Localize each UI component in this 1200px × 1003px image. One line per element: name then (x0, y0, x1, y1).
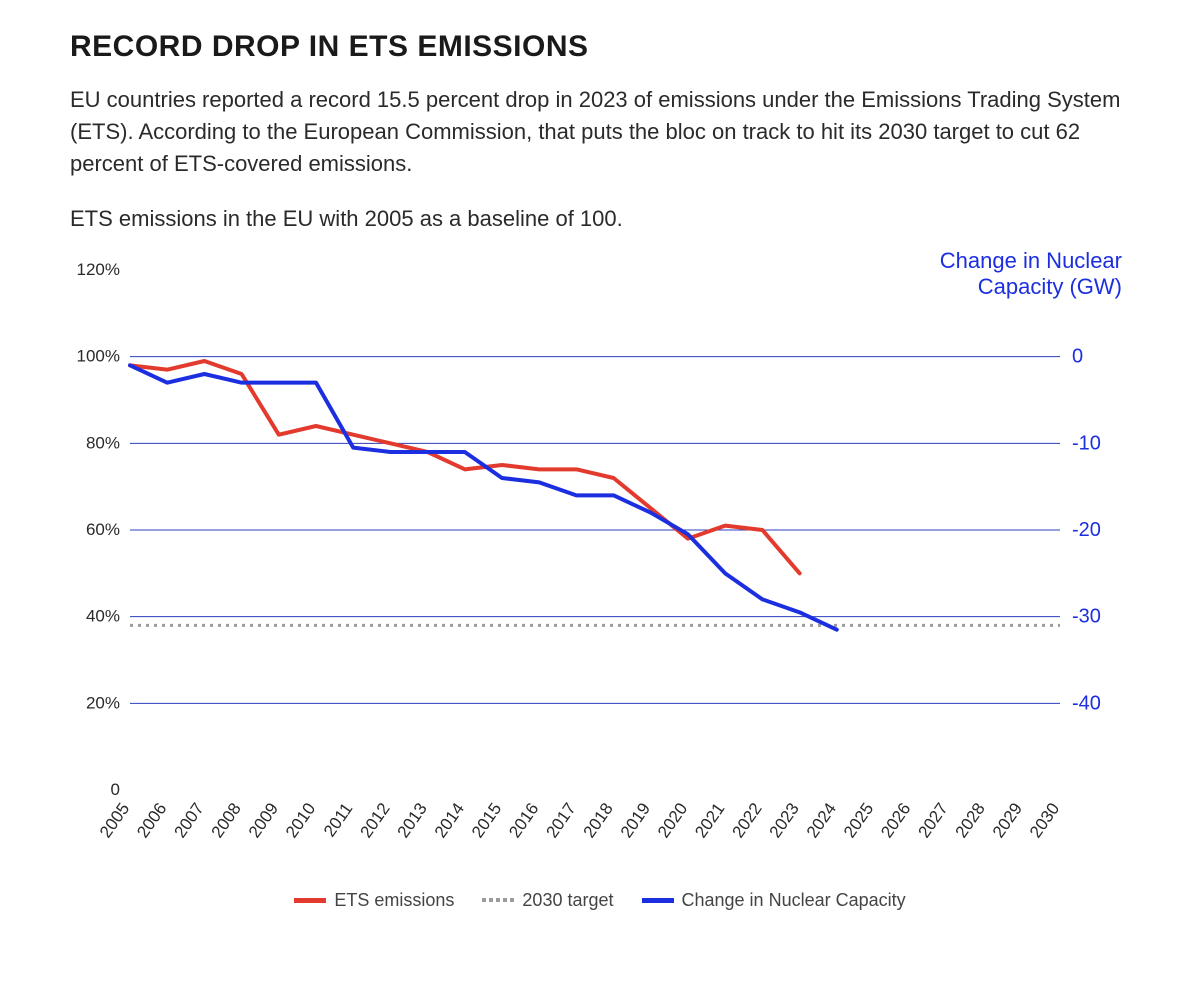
legend-swatch (642, 898, 674, 903)
svg-text:2007: 2007 (170, 799, 207, 841)
chart-container: 0 20% 40% 60% 80% 100% 120% 0 -10 -20 -30 -40 Change… (70, 240, 1130, 880)
svg-text:2020: 2020 (654, 799, 691, 841)
svg-text:20%: 20% (86, 693, 120, 712)
legend-label: 2030 target (522, 890, 613, 911)
legend-item: ETS emissions (294, 890, 454, 911)
svg-text:0: 0 (111, 780, 120, 799)
svg-text:-20: -20 (1072, 519, 1101, 541)
svg-text:2011: 2011 (320, 799, 357, 840)
svg-text:2015: 2015 (468, 799, 505, 841)
legend-item: 2030 target (482, 890, 613, 911)
svg-text:2016: 2016 (505, 799, 542, 841)
legend-label: Change in Nuclear Capacity (682, 890, 906, 911)
svg-text:Capacity (GW): Capacity (GW) (978, 274, 1122, 299)
svg-text:2027: 2027 (914, 799, 951, 841)
svg-text:2018: 2018 (580, 799, 617, 841)
svg-text:2013: 2013 (394, 799, 431, 841)
svg-text:2021: 2021 (691, 799, 728, 841)
svg-text:80%: 80% (86, 433, 120, 452)
svg-text:2026: 2026 (877, 799, 914, 841)
svg-text:2019: 2019 (617, 799, 654, 841)
svg-text:2012: 2012 (356, 799, 393, 841)
svg-text:Change in Nuclear: Change in Nuclear (940, 248, 1122, 273)
svg-text:100%: 100% (77, 346, 120, 365)
svg-text:2025: 2025 (840, 799, 877, 841)
svg-text:2024: 2024 (803, 799, 840, 841)
svg-text:2028: 2028 (952, 799, 989, 841)
svg-text:-40: -40 (1072, 692, 1101, 714)
svg-text:120%: 120% (77, 260, 120, 279)
dual-axis-line-chart: 0 20% 40% 60% 80% 100% 120% 0 -10 -20 -30 -40 Change… (70, 240, 1130, 880)
chart-legend: ETS emissions 2030 target Change in Nuclea… (70, 890, 1130, 911)
svg-text:40%: 40% (86, 606, 120, 625)
svg-text:2010: 2010 (282, 799, 319, 841)
svg-text:2029: 2029 (989, 799, 1026, 841)
chart-subtitle: EU countries reported a record 15.5 perc… (70, 84, 1130, 180)
axis-note: ETS emissions in the EU with 2005 as a b… (70, 206, 1130, 232)
legend-swatch (294, 898, 326, 903)
svg-text:-30: -30 (1072, 605, 1101, 627)
svg-text:2008: 2008 (208, 799, 245, 841)
svg-text:2005: 2005 (96, 799, 133, 841)
svg-text:60%: 60% (86, 520, 120, 539)
svg-text:2009: 2009 (245, 799, 282, 841)
legend-label: ETS emissions (334, 890, 454, 911)
svg-text:0: 0 (1072, 345, 1083, 367)
svg-text:2006: 2006 (133, 799, 170, 841)
svg-text:2014: 2014 (431, 799, 468, 841)
svg-text:-10: -10 (1072, 432, 1101, 454)
legend-swatch (482, 898, 514, 902)
svg-text:2030: 2030 (1026, 799, 1063, 841)
svg-text:2022: 2022 (728, 799, 765, 841)
legend-item: Change in Nuclear Capacity (642, 890, 906, 911)
chart-title: RECORD DROP IN ETS EMISSIONS (70, 30, 1130, 64)
svg-text:2017: 2017 (542, 799, 579, 841)
svg-text:2023: 2023 (766, 799, 803, 841)
